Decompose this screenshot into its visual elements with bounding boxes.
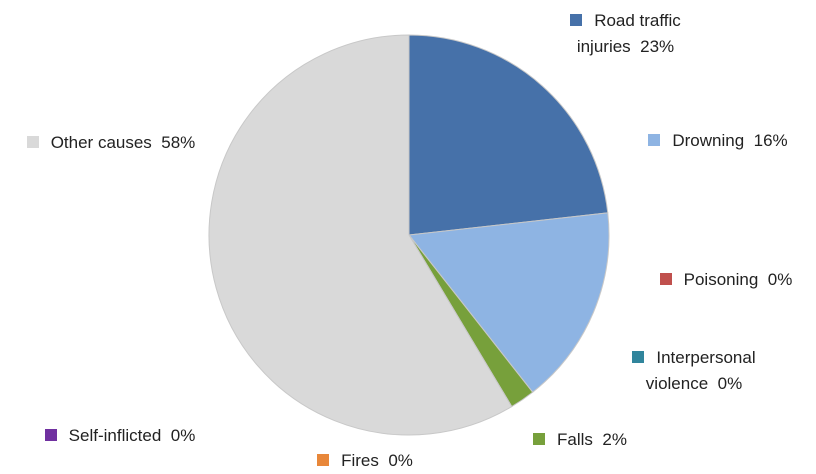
value-label: 0% — [170, 426, 196, 445]
legend-swatch — [659, 273, 672, 285]
value-label: 23% — [640, 37, 675, 57]
legend-swatch — [648, 134, 661, 146]
slice-label: Fires 0% — [305, 448, 425, 474]
slice-label: Self-inflicted 0% — [10, 423, 230, 449]
slice-label: Road traffic injuries 23% — [543, 8, 708, 61]
legend-swatch — [317, 454, 330, 466]
value-label: 0% — [717, 374, 743, 394]
value-label: 58% — [161, 133, 196, 152]
pie-slice — [208, 34, 513, 436]
category-name: Other causes — [50, 133, 152, 152]
category-name: Road traffic injuries — [576, 11, 681, 57]
value-label: 0% — [388, 451, 413, 470]
legend-swatch — [44, 429, 57, 441]
legend-swatch — [632, 351, 645, 363]
legend-swatch — [533, 433, 546, 445]
slice-label: Poisoning 0% — [636, 267, 816, 293]
value-label: 0% — [767, 270, 793, 289]
pie-slice — [408, 34, 609, 236]
category-name: Fires — [341, 451, 379, 470]
legend-swatch — [570, 14, 583, 26]
category-name: Drowning — [672, 131, 745, 150]
value-label: 16% — [753, 131, 788, 150]
slice-label: Drowning 16% — [618, 128, 816, 154]
pie-slice — [408, 212, 610, 393]
category-name: Self-inflicted — [68, 426, 162, 445]
category-name: Poisoning — [683, 270, 759, 289]
value-label: 2% — [602, 430, 627, 449]
slice-label: Other causes 58% — [16, 130, 206, 156]
legend-swatch — [26, 136, 39, 148]
slice-label: Interpersonal violence 0% — [604, 345, 784, 398]
category-name: Falls — [557, 430, 593, 449]
slice-label: Falls 2% — [520, 427, 640, 453]
category-name: Interpersonal violence — [645, 348, 756, 394]
